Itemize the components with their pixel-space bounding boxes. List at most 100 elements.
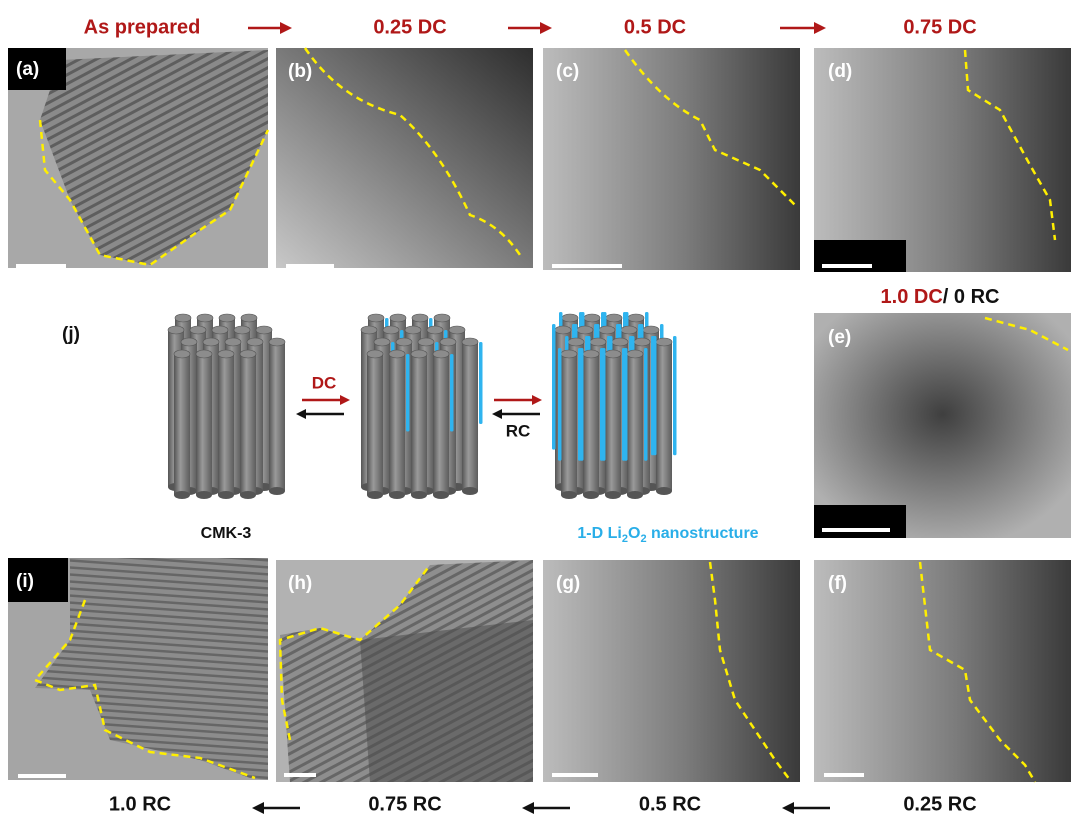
schematic-shape — [434, 314, 450, 322]
panel-label: (g) — [556, 573, 580, 594]
stage-label: 0.25 DC — [373, 16, 446, 38]
schematic-shape — [367, 354, 383, 495]
schematic-shape — [240, 491, 256, 499]
stage-label: 0.25 RC — [903, 793, 976, 815]
schematic-shape — [247, 338, 263, 346]
schematic-shape — [602, 348, 606, 461]
stage-label: 0.5 DC — [624, 16, 686, 38]
discharge-label: 1.0 DC — [881, 286, 943, 308]
schematic-shape — [561, 491, 577, 499]
schematic-shape — [196, 354, 212, 495]
schematic-shape — [558, 348, 562, 461]
schematic-shape — [580, 348, 584, 461]
schematic-shape — [433, 354, 449, 495]
schematic-shape — [269, 342, 285, 491]
schematic-shape — [389, 354, 405, 495]
panel-label: (e) — [828, 327, 851, 348]
schematic-shape — [190, 326, 206, 334]
schematic-shape — [653, 336, 657, 455]
panel-h: (h) — [276, 560, 533, 782]
schematic-shape — [411, 491, 427, 499]
panel-g: (g) — [543, 560, 800, 782]
schematic-shape — [583, 354, 599, 495]
product-text: O — [628, 525, 640, 542]
schematic-shape — [367, 491, 383, 499]
stage-label: 1.0 DC/ 0 RC — [881, 286, 1000, 308]
product-label: 1-D Li2O2 nanostructure — [577, 525, 758, 545]
schematic-shape — [568, 338, 584, 346]
schematic-shape — [599, 326, 615, 334]
schematic-shape — [218, 354, 234, 495]
schematic-shape — [196, 350, 212, 358]
schematic-shape — [412, 314, 428, 322]
schematic-shape — [427, 326, 443, 334]
schematic-shape — [605, 354, 621, 495]
schematic-shape — [174, 491, 190, 499]
panel-label: (a) — [16, 59, 39, 80]
product-text: 1-D Li — [577, 525, 621, 542]
panel-i: (i) — [8, 558, 268, 780]
schematic-shape — [174, 350, 190, 358]
schematic-shape — [656, 342, 672, 491]
schematic-shape — [643, 326, 659, 334]
stage-label: As prepared — [84, 16, 201, 38]
rc-label: RC — [506, 421, 531, 440]
schematic-shape — [561, 350, 577, 358]
schematic-shape — [175, 314, 191, 322]
schematic-shape — [218, 491, 234, 499]
schematic-shape — [562, 314, 578, 322]
schematic-shape — [628, 314, 644, 322]
stage-label: 0.75 RC — [368, 793, 441, 815]
schematic-shape — [561, 354, 577, 495]
panel-label: (b) — [288, 61, 312, 82]
panel-label: (c) — [556, 61, 579, 82]
schematic-shape — [197, 314, 213, 322]
schematic-shape — [256, 326, 272, 334]
schematic-shape — [383, 326, 399, 334]
schematic-shape — [462, 338, 478, 346]
schematic-shape — [411, 350, 427, 358]
schematic-shape — [555, 326, 571, 334]
schematic-shape — [605, 350, 621, 358]
schematic-shape — [627, 491, 643, 499]
schematic-shape — [624, 348, 628, 461]
panel-b: (b) — [276, 48, 533, 268]
schematic-shape — [396, 338, 412, 346]
schematic-shape — [433, 350, 449, 358]
schematic-shape — [203, 338, 219, 346]
figure: As prepared 0.25 DC 0.5 DC 0.75 DC 1.0 D… — [0, 0, 1089, 819]
schematic-shape — [606, 314, 622, 322]
schematic-shape — [605, 491, 621, 499]
panel-label: (h) — [288, 573, 312, 594]
schematic-shape — [269, 487, 285, 495]
schematic-shape — [433, 491, 449, 499]
schematic-shape — [612, 338, 628, 346]
schematic-shape — [218, 350, 234, 358]
schematic-shape — [584, 314, 600, 322]
top-arrows — [248, 22, 826, 34]
schematic-shape — [577, 326, 593, 334]
schematic-shape — [181, 338, 197, 346]
dc-label: DC — [312, 373, 337, 392]
panel-d: (d) — [814, 48, 1071, 272]
product-text: nanostructure — [647, 525, 759, 542]
schematic-shape — [552, 324, 556, 450]
schematic-shape — [368, 314, 384, 322]
schematic-shape — [374, 338, 390, 346]
schematic-shape — [411, 354, 427, 495]
schematic-shape — [479, 342, 483, 424]
schematic-shape — [634, 338, 650, 346]
schematic-shape — [240, 350, 256, 358]
stage-label: 0.75 DC — [903, 16, 976, 38]
schematic-shape — [405, 326, 421, 334]
schematic-shape — [389, 350, 405, 358]
schematic-shape — [656, 338, 672, 346]
schematic-shape — [590, 338, 606, 346]
panel-a: (a) — [8, 48, 268, 268]
schematic-shape — [450, 354, 454, 432]
stage-label: 1.0 RC — [109, 793, 171, 815]
schematic-shape — [449, 326, 465, 334]
schematic-shape — [225, 338, 241, 346]
schematic-shape — [269, 338, 285, 346]
schematic-shape — [673, 336, 677, 455]
